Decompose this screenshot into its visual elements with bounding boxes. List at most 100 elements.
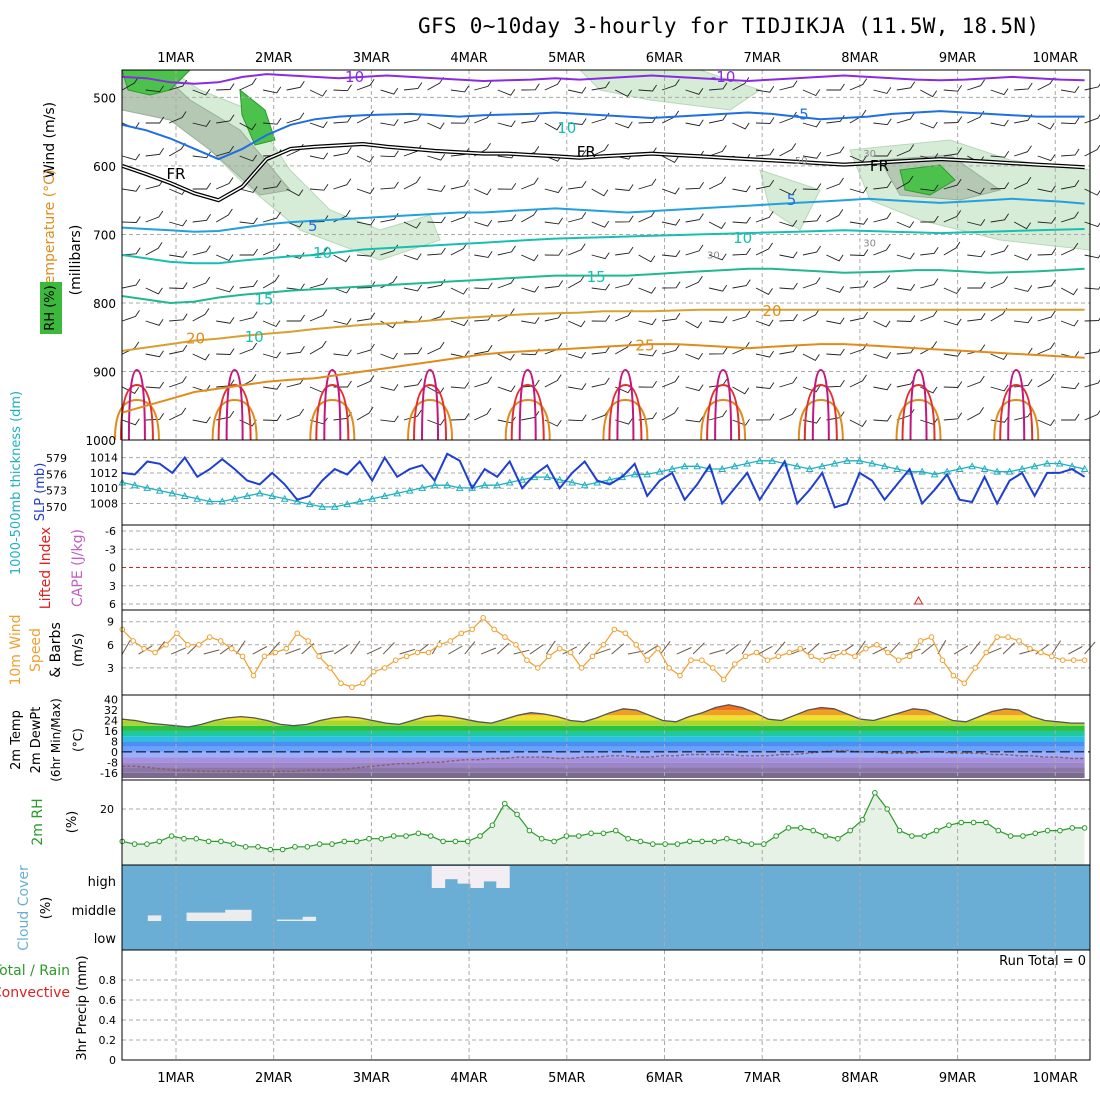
surface-wind-barb <box>529 644 544 655</box>
wind-barb <box>216 145 234 157</box>
wind-barb <box>450 413 470 421</box>
wind-barb <box>263 414 282 421</box>
thickness-marker <box>130 481 139 489</box>
thickness-marker <box>155 486 164 494</box>
cloud-high-gap <box>483 866 497 882</box>
wind-speed-marker <box>884 649 891 656</box>
wind-barb <box>286 112 305 124</box>
wind-barb <box>709 316 728 323</box>
wind-barb <box>286 188 304 197</box>
rh2m-marker <box>440 838 446 845</box>
wind-barb <box>826 146 845 157</box>
wind-barb <box>826 209 844 223</box>
rh-shade-mid <box>121 69 291 196</box>
surface-wind-barb <box>823 649 840 655</box>
wind-barb <box>873 87 892 94</box>
surface-wind-barb <box>480 647 497 655</box>
wind-speed-marker <box>742 653 749 660</box>
date-tick-label: 9MAR <box>939 1071 976 1086</box>
wind-barb <box>685 415 704 423</box>
wind-barb <box>403 113 422 124</box>
wind-speed-marker <box>622 630 629 637</box>
thickness-marker <box>693 462 702 470</box>
wind-barb <box>873 149 892 157</box>
thickness-marker <box>643 470 652 478</box>
rh2m-marker <box>415 830 422 837</box>
wind-speed-marker <box>556 645 563 652</box>
lifted-index-tick-label: 6 <box>109 598 116 611</box>
wind-barb <box>474 80 493 91</box>
heat-loop <box>803 383 838 441</box>
surface-wind-barb <box>497 642 510 655</box>
wind-speed-line <box>121 617 1085 688</box>
thickness-marker <box>393 489 402 497</box>
date-tick-label: 6MAR <box>646 51 683 66</box>
wind-speed-marker <box>589 653 596 660</box>
slp-tick-label: 1012 <box>90 467 118 480</box>
wind-barb <box>615 215 634 223</box>
wind-barb <box>544 374 562 388</box>
wind-barb <box>1084 114 1100 124</box>
wind-barb <box>708 410 727 421</box>
cloud-middle-gap <box>186 912 200 921</box>
pressure-tick-label: 800 <box>93 297 116 311</box>
thickness-marker <box>555 475 564 483</box>
thickness-marker <box>655 467 664 475</box>
wind-barb <box>1037 342 1055 355</box>
wind-barb <box>662 281 681 289</box>
thickness-marker <box>1080 464 1089 472</box>
rh2m-marker <box>649 841 656 847</box>
wind-speed-marker <box>174 630 180 637</box>
wind-barb <box>333 318 352 325</box>
wind-barb <box>145 319 164 326</box>
wind-barb <box>732 386 750 395</box>
wind-barb <box>873 275 891 289</box>
surface-wind-barb <box>806 642 820 655</box>
wind-barb <box>380 150 399 158</box>
contour-label: 10 <box>733 229 752 247</box>
heat-loop <box>518 368 537 441</box>
cloud-high-gap <box>457 866 471 884</box>
wind-barb <box>544 248 564 256</box>
thickness-marker <box>1030 462 1039 470</box>
wind-barb <box>614 340 632 355</box>
wind-speed-marker <box>567 649 574 656</box>
precip-panel: 0 0.2 0.4 0.6 0.8 Run Total = 0 Total / Rain Co… <box>0 949 1091 1067</box>
wind-barb <box>685 119 704 127</box>
wind-barb <box>1084 286 1100 290</box>
wind-speed-marker <box>524 657 530 664</box>
date-tick-label: 2MAR <box>255 51 292 66</box>
wind-barb <box>826 83 845 91</box>
contour-label: 5 <box>308 217 318 235</box>
rh2m-panel: 20 2m RH (%) <box>30 779 1091 866</box>
wind-barb <box>826 177 844 190</box>
slp-tick-label: 1010 <box>90 482 118 495</box>
wind-barb <box>192 120 211 127</box>
lifted-index-axis-label: Lifted Index <box>38 527 54 609</box>
wind-speed-marker <box>764 657 771 664</box>
surface-wind-barb <box>268 641 280 655</box>
rh2m-marker <box>403 833 409 839</box>
temp-band <box>122 704 1085 711</box>
wind-barb <box>779 408 797 421</box>
wind-barb <box>122 184 141 192</box>
wind-barb <box>427 247 446 256</box>
wind-barb <box>239 217 258 225</box>
wind-barb <box>521 114 540 124</box>
rh2m-marker <box>242 844 249 850</box>
lifted-index-tick-label: 3 <box>109 580 116 593</box>
wind-barb <box>1014 82 1033 91</box>
surface-wind-barb <box>953 645 969 655</box>
surface-wind-barb <box>545 640 556 655</box>
temp-tick-label: -8 <box>107 756 118 769</box>
temp-tick-label: 40 <box>104 694 118 707</box>
wind-barb <box>943 349 962 357</box>
dewpoint-label: 2m DewPt <box>29 707 44 774</box>
wind-barb <box>920 121 938 129</box>
wind-barb <box>427 216 446 224</box>
wind-barb <box>309 215 329 223</box>
rh2m-marker <box>316 841 323 847</box>
wind-barb <box>849 186 868 194</box>
contour-label: -5 <box>794 106 809 124</box>
